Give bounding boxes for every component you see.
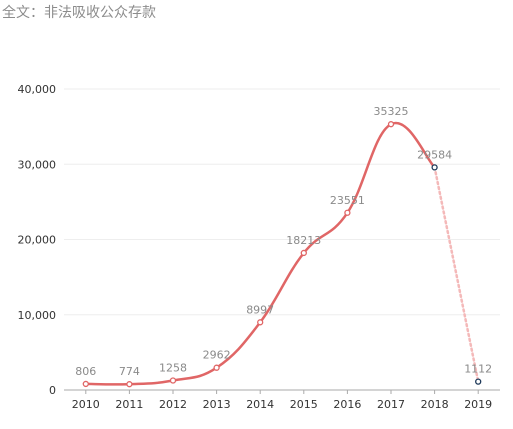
y-tick-label: 20,000 (18, 234, 57, 247)
data-point (213, 364, 220, 371)
data-point (257, 319, 264, 326)
gridlines (64, 88, 500, 316)
x-tick-label: 2017 (377, 398, 405, 411)
data-point (126, 381, 133, 388)
data-label: 18213 (286, 234, 321, 247)
data-label: 35325 (374, 105, 409, 118)
data-labels: 806 774 1258 2962 8997 18213 23551 35325 29584 11… (75, 105, 492, 378)
x-tick-label: 2016 (333, 398, 361, 411)
data-point (344, 209, 351, 216)
x-tick-label: 2019 (464, 398, 492, 411)
y-tick-label: 30,000 (18, 158, 57, 171)
x-tick-label: 2018 (421, 398, 449, 411)
data-label: 23551 (330, 194, 365, 207)
x-tick-label: 2013 (203, 398, 231, 411)
y-tick-label: 10,000 (18, 309, 57, 322)
data-point (300, 249, 307, 257)
series-line-projected (433, 166, 480, 383)
x-axis: 2010 2011 2012 2013 2014 2015 2016 2017 2018 2019 (64, 389, 500, 411)
y-axis: 0 10,000 20,000 30,000 40,000 (18, 83, 57, 397)
data-point (431, 164, 438, 171)
x-tick-label: 2010 (72, 398, 100, 411)
y-tick-label: 0 (49, 384, 56, 397)
data-points (82, 121, 482, 388)
data-point (82, 380, 89, 388)
data-label: 774 (119, 365, 140, 378)
series-line (84, 121, 436, 386)
data-label: 1258 (159, 362, 187, 375)
data-point (387, 121, 395, 128)
data-label: 1112 (464, 363, 492, 376)
data-label: 2962 (203, 349, 231, 362)
x-tick-label: 2014 (246, 398, 274, 411)
data-point (169, 377, 177, 384)
data-label: 29584 (417, 148, 452, 161)
x-tick-label: 2011 (115, 398, 143, 411)
y-tick-label: 40,000 (18, 83, 57, 96)
data-label: 8997 (246, 303, 274, 316)
series-area (84, 121, 480, 386)
data-label: 806 (75, 365, 96, 378)
x-tick-label: 2015 (290, 398, 318, 411)
data-point (475, 378, 482, 385)
x-tick-label: 2012 (159, 398, 187, 411)
chart-title: 全文：非法吸收公众存款 (2, 5, 156, 21)
